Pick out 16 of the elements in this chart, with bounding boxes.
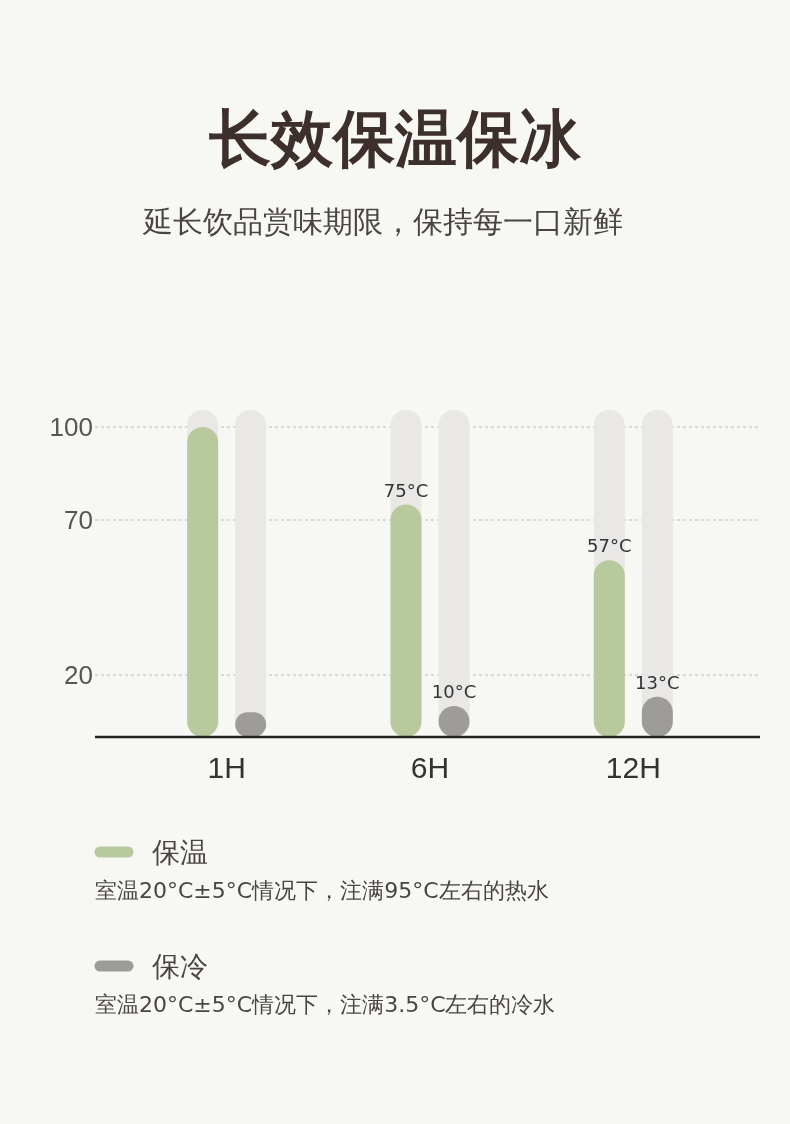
data-label: 10°C	[431, 681, 477, 702]
y-tick-label: 100	[49, 411, 93, 442]
text: 室温20°C±5°C情况下，注满95°C左右的热水	[95, 878, 549, 903]
x-tick-label: 6H	[410, 751, 450, 784]
x-tick-label: 1H	[207, 751, 246, 784]
chart-subtitle: 延长饮品赏味期限，保持每一口新鲜	[142, 204, 623, 239]
y-tick-label: 20	[64, 659, 93, 690]
legend-label: 保冷	[152, 950, 208, 983]
y-tick-label: 70	[64, 504, 93, 535]
data-label: 75°C	[383, 479, 429, 501]
legend-label: 保温	[152, 836, 208, 869]
x-tick-label: 12H	[605, 751, 661, 784]
data-label: 57°C	[587, 535, 632, 557]
data-label: 13°C	[635, 671, 680, 693]
text: 室温20°C±5°C情况下，注满3.5°C左右的冷水	[95, 992, 556, 1017]
chart-title: 长效保温保冰	[209, 102, 582, 175]
